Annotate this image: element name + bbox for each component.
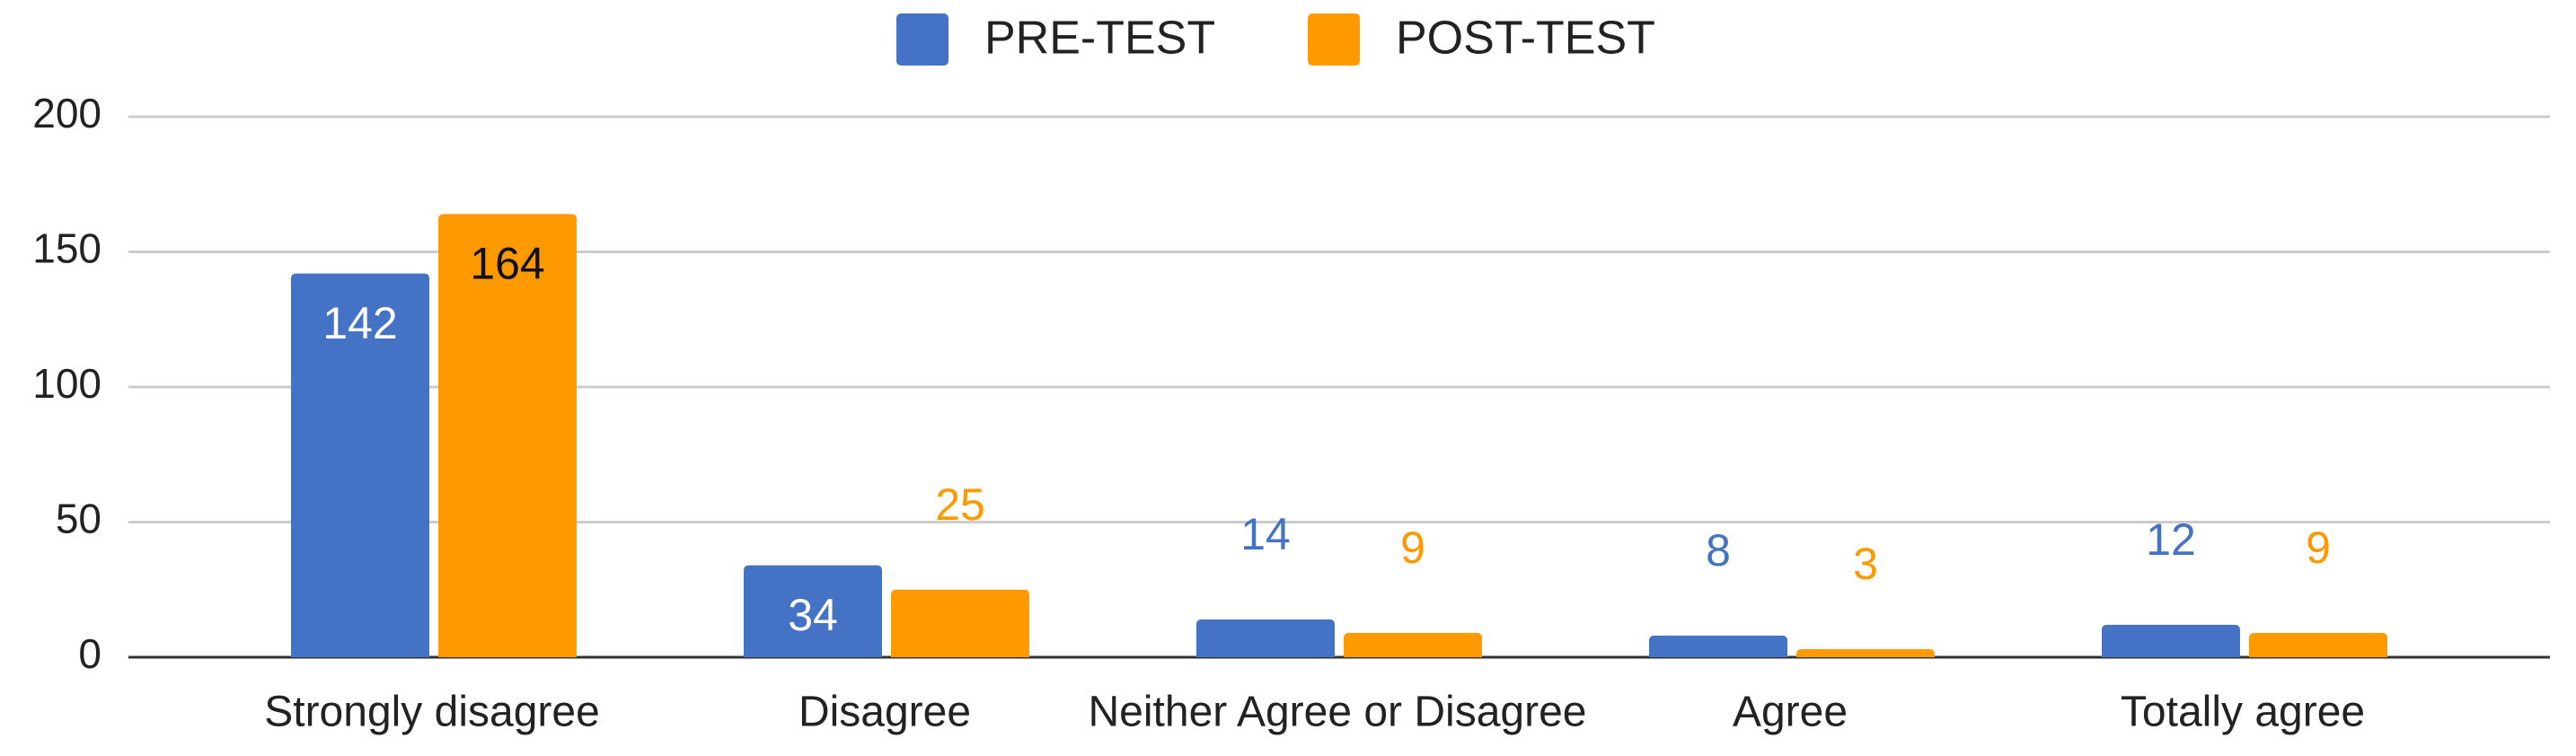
y-tick-label: 0 <box>78 630 101 677</box>
bar <box>438 214 577 658</box>
data-label: 9 <box>2306 523 2331 573</box>
bar <box>891 589 1029 657</box>
bar <box>2102 624 2240 657</box>
y-tick-label: 150 <box>32 225 101 272</box>
data-label: 164 <box>470 239 544 289</box>
data-label: 25 <box>935 479 985 530</box>
bar <box>1649 635 1787 657</box>
bar <box>1796 648 1935 657</box>
data-label: 14 <box>1240 509 1291 559</box>
x-tick-label: Disagree <box>798 689 971 736</box>
bar <box>1196 619 1335 657</box>
bar <box>744 565 882 657</box>
legend-swatch <box>1308 13 1360 66</box>
bar <box>1344 632 1482 657</box>
data-label: 142 <box>322 298 397 348</box>
y-tick-label: 200 <box>32 90 101 136</box>
data-label: 9 <box>1400 523 1425 573</box>
data-label: 3 <box>1853 539 1878 589</box>
x-tick-label: Strongly disagree <box>264 689 600 736</box>
y-tick-label: 50 <box>56 496 101 542</box>
bar <box>291 273 429 657</box>
x-tick-label: Agree <box>1733 689 1848 736</box>
x-tick-label: Neither Agree or Disagree <box>1089 689 1587 736</box>
legend-swatch <box>896 13 948 66</box>
data-label: 8 <box>1706 525 1731 576</box>
bar <box>2249 632 2387 657</box>
x-tick-label: Totally agree <box>2121 689 2365 736</box>
legend-label: PRE-TEST <box>984 13 1215 65</box>
data-label: 12 <box>2146 514 2196 565</box>
data-label: 34 <box>788 590 838 640</box>
legend-label: POST-TEST <box>1396 13 1655 65</box>
y-tick-label: 100 <box>32 360 101 407</box>
